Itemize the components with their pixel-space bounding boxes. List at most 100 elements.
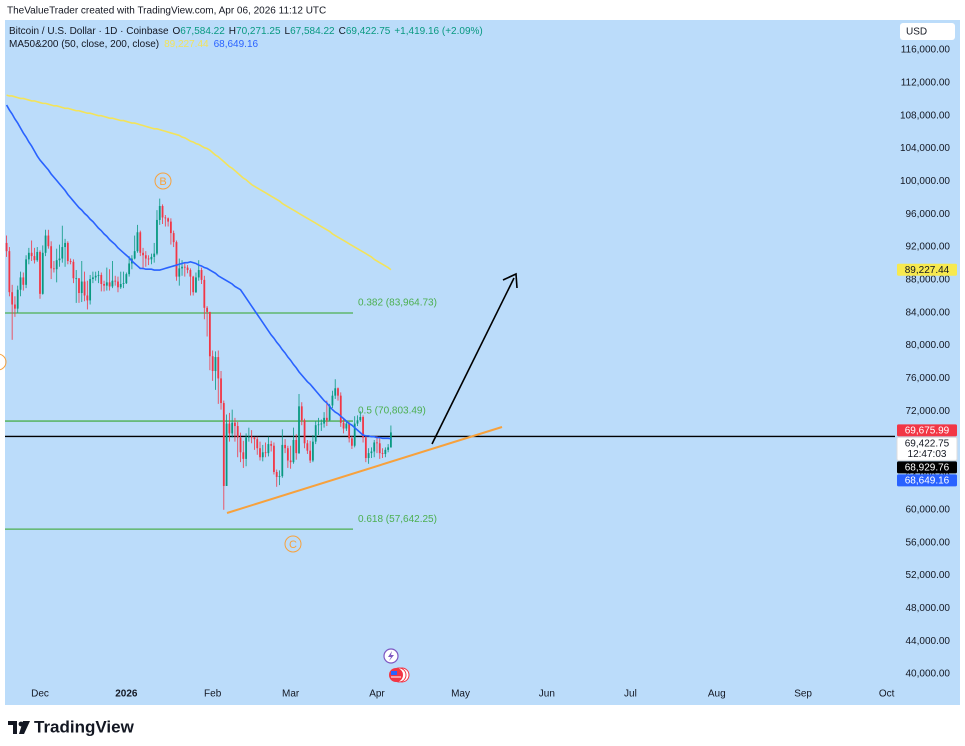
price-tag (897, 461, 957, 474)
candle-body (289, 460, 292, 463)
candle-body (286, 448, 289, 461)
legend-change: +1,419.16 (+2.09%) (394, 26, 482, 37)
candle-body (298, 406, 300, 454)
candle-body (61, 247, 64, 259)
candle-body (247, 436, 250, 438)
y-tick-label: 104,000.00 (900, 143, 950, 154)
x-tick-label: Aug (708, 689, 726, 700)
candle-body (208, 311, 211, 357)
candle-body (317, 424, 320, 426)
candle-body (172, 233, 175, 243)
candle-body (5, 242, 8, 252)
candle-body (203, 279, 206, 308)
chart-background (5, 20, 960, 705)
candle-body (253, 437, 256, 440)
candle-body (220, 378, 222, 404)
candle-body (92, 277, 94, 280)
candle-body (239, 437, 242, 453)
candle-body (370, 451, 373, 454)
trendline (226, 426, 503, 514)
candle-body (72, 261, 75, 279)
wave-marker (154, 172, 172, 190)
currency[interactable]: USD (906, 27, 927, 38)
candle-body (133, 251, 136, 259)
x-tick-label: Mar (282, 689, 300, 700)
candle-body (303, 420, 306, 444)
y-tick-label: 48,000.00 (906, 603, 951, 614)
candle-body (39, 251, 41, 294)
y-tick-label: 100,000.00 (900, 176, 950, 187)
candle-body (325, 417, 328, 421)
indicator-name: MA50&200 (50, close, 200, close) (9, 39, 159, 50)
candle-body (8, 251, 11, 293)
price-tag-label: 68,649.16 (905, 475, 950, 486)
candle-body (231, 422, 234, 434)
x-tick-label: Sep (794, 689, 812, 700)
candle-body (47, 235, 50, 247)
event-icon-glyph (388, 651, 394, 661)
price-tag (897, 474, 957, 487)
indicator-legend: MA50&200 (50, close, 200, close) 89,227.4… (9, 39, 259, 50)
price-tag-label: 89,227.44 (905, 265, 950, 276)
candle-body (206, 307, 208, 312)
wave-label: B (159, 176, 166, 188)
legend-value: 69,422.75 (346, 26, 391, 37)
candle-body (66, 242, 69, 262)
y-tick-label: 88,000.00 (906, 275, 951, 286)
candle-body (114, 280, 117, 282)
y-tick-label: 44,000.00 (906, 636, 951, 647)
candle-body (27, 252, 30, 260)
candle-body (50, 246, 53, 269)
candle-body (381, 453, 384, 454)
candle-body (161, 205, 164, 218)
candle-body (214, 357, 217, 372)
price-tag-label: 69,675.99 (905, 425, 950, 436)
candle-body (234, 422, 236, 427)
currency-box[interactable] (900, 23, 955, 40)
wave-marker (284, 535, 302, 553)
candle-body (86, 295, 89, 301)
candle-body (111, 280, 114, 287)
candle-body (367, 453, 370, 459)
candle-body (192, 276, 195, 293)
candle-body (14, 304, 16, 309)
x-tick-label: Apr (369, 689, 385, 700)
candle-body (261, 452, 264, 458)
candle-body (89, 279, 92, 301)
candle-body (105, 282, 108, 286)
candle-body (217, 357, 220, 379)
candle-body (306, 443, 309, 451)
candle-body (273, 445, 275, 473)
candle-body (186, 267, 189, 271)
candle-body (314, 425, 317, 442)
candle-body (64, 242, 66, 248)
candle-body (250, 436, 253, 438)
candle-body (351, 438, 353, 446)
candle-body (270, 444, 273, 446)
candle-body (158, 205, 161, 220)
candle-body (58, 258, 61, 261)
plot: Bitcoin / U.S. Dollar · 1D · Coinbase O67… (5, 26, 950, 700)
candle-body (339, 395, 342, 423)
fib-label: 0.382 (83,964.73) (358, 298, 437, 309)
price-tag-label: 68,929.76 (905, 462, 950, 473)
legend-field: O (173, 26, 181, 37)
candle-body (390, 432, 392, 448)
arrow-head (502, 272, 518, 289)
legend-value: 67,584.22 (290, 26, 335, 37)
candle-body (144, 255, 147, 259)
x-tick-label: Jun (539, 689, 555, 700)
y-tick-label: 116,000.00 (901, 45, 951, 56)
candle-body (117, 281, 119, 288)
candle-body (164, 217, 167, 219)
indicator-value: 68,649.16 (214, 39, 259, 50)
candle-body (80, 281, 83, 294)
candle-body (11, 292, 14, 305)
candle-body (281, 444, 284, 477)
candle-body (78, 278, 80, 294)
candle-body (256, 439, 259, 449)
candle-body (300, 406, 303, 421)
y-tick-label: 52,000.00 (906, 570, 951, 581)
